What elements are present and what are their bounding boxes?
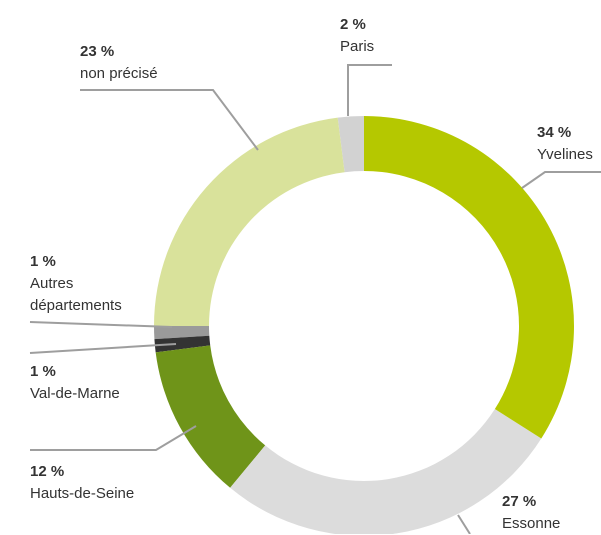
category-label: Hauts-de-Seine: [30, 485, 135, 502]
donut-segment: [337, 116, 364, 173]
value-label: 1 %: [30, 253, 56, 270]
segment-label: 12 % Hauts-de-Seine: [30, 461, 134, 505]
donut-segment: [154, 335, 211, 353]
donut-segment: [230, 409, 542, 534]
value-label: 27 %: [502, 493, 537, 510]
value-label: 23 %: [80, 43, 115, 60]
value-label: 34 %: [537, 124, 572, 141]
category-label: Autres départements: [30, 275, 122, 314]
value-label: 2 %: [340, 16, 366, 33]
leader-line: [347, 64, 392, 116]
category-label: Essonne: [502, 515, 561, 532]
leader-line: [30, 425, 197, 451]
segment-label: 2 % Paris: [340, 14, 374, 58]
segment-label: 23 % non précisé: [80, 41, 158, 85]
segment-label: 1 % Val-de-Marne: [30, 361, 120, 405]
leader-line: [457, 514, 471, 534]
donut-segment: [154, 326, 210, 340]
category-label: non précisé: [80, 65, 158, 82]
leader-line: [29, 343, 177, 354]
value-label: 12 %: [30, 463, 65, 480]
value-label: 1 %: [30, 363, 56, 380]
segment-label: 1 % Autres départements: [30, 251, 150, 317]
donut-segment: [154, 117, 345, 326]
segment-label: 27 % Essonne: [502, 491, 560, 535]
category-label: Val-de-Marne: [30, 385, 120, 402]
category-label: Paris: [340, 38, 375, 55]
leader-lines: [29, 64, 601, 534]
donut-segment: [364, 116, 574, 439]
donut-segment: [155, 345, 266, 488]
segment-label: 34 % Yvelines: [537, 122, 593, 166]
leader-line: [29, 321, 173, 328]
leader-line: [80, 89, 259, 151]
category-label: Yvelines: [537, 146, 593, 163]
leader-line: [521, 171, 601, 189]
